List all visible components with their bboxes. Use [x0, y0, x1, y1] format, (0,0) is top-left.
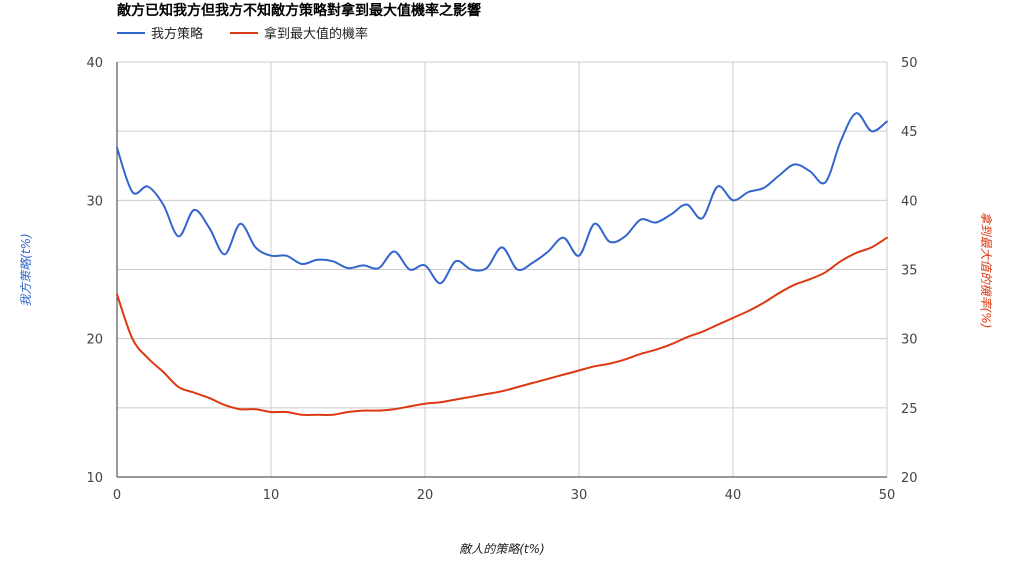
- x-axis-ticks: 0 10 20 30 40 50: [113, 488, 895, 503]
- series-line-2: [116, 236, 888, 416]
- y-right-tick-label: 35: [901, 264, 918, 279]
- x-tick-label: 20: [417, 488, 434, 503]
- legend: 我方策略 拿到最大值的機率: [117, 26, 368, 42]
- y-axis-left-ticks: 10 20 30 40: [86, 56, 103, 486]
- y-left-tick-label: 30: [86, 194, 103, 209]
- y-left-tick-label: 10: [86, 471, 103, 486]
- x-tick-label: 40: [725, 488, 742, 503]
- y-right-tick-label: 40: [901, 194, 918, 209]
- y-left-tick-label: 20: [86, 333, 103, 348]
- y-right-tick-label: 45: [901, 125, 918, 140]
- gridlines: [116, 61, 888, 478]
- legend-label-series-2: 拿到最大值的機率: [264, 26, 368, 42]
- y-right-tick-label: 20: [901, 471, 918, 486]
- y-right-tick-label: 25: [901, 402, 918, 417]
- axes: [116, 62, 887, 478]
- y-left-tick-label: 40: [86, 56, 103, 71]
- y-right-tick-label: 50: [901, 56, 918, 71]
- x-tick-label: 30: [571, 488, 588, 503]
- series-line-1: [116, 112, 888, 285]
- chart-title: 敵方已知我方但我方不知敵方策略對拿到最大值機率之影響: [117, 2, 481, 19]
- legend-label-series-1: 我方策略: [151, 26, 203, 42]
- series-lines: [116, 112, 888, 416]
- x-tick-label: 0: [113, 488, 121, 503]
- x-tick-label: 50: [879, 488, 896, 503]
- y-axis-left-title: 我方策略(t%): [19, 233, 33, 306]
- y-axis-right-title: 拿到最大值的機率(%): [979, 212, 993, 329]
- x-axis-title: 敵人的策略(t%): [459, 542, 544, 556]
- y-axis-right-ticks: 20 25 30 35 40 45 50: [901, 56, 918, 486]
- y-right-tick-label: 30: [901, 333, 918, 348]
- x-tick-label: 10: [263, 488, 280, 503]
